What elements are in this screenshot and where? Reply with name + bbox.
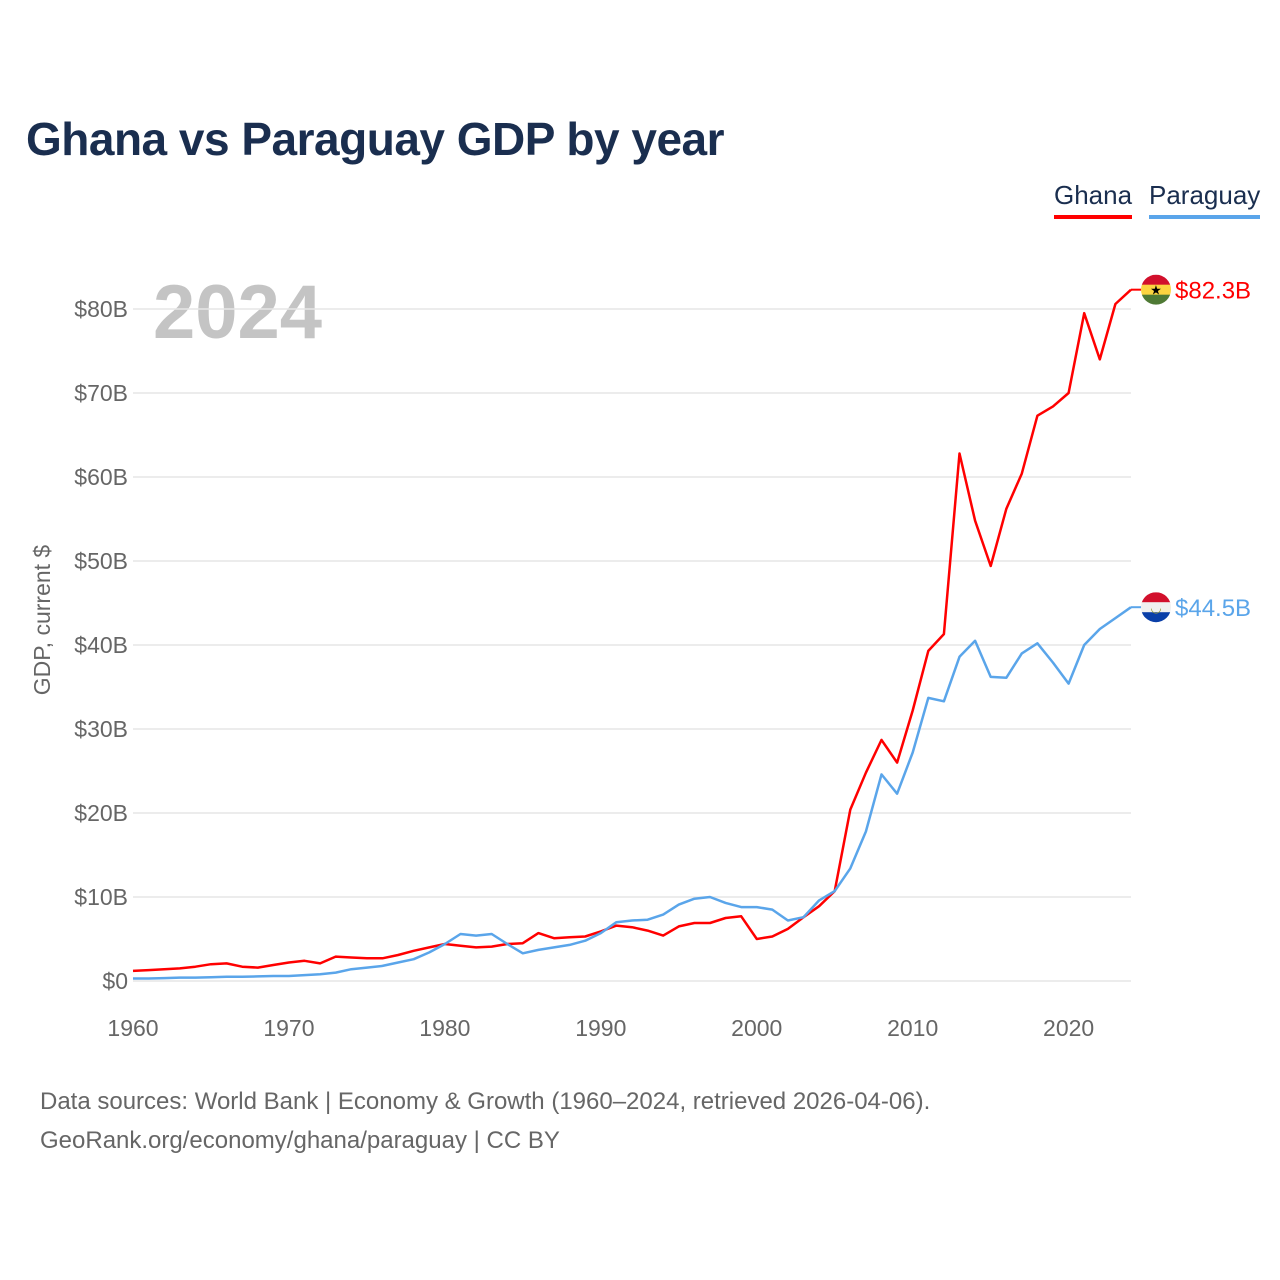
x-tick-label: 2010 <box>887 1015 938 1041</box>
x-tick-label: 1990 <box>575 1015 626 1041</box>
ghana-flag-icon: ★ <box>1141 274 1171 305</box>
year-watermark: 2024 <box>153 270 322 355</box>
legend-ghana[interactable]: Ghana <box>1054 180 1133 219</box>
data-source: Data sources: World Bank | Economy & Gro… <box>40 1088 931 1115</box>
series-line-paraguay <box>133 606 1132 980</box>
paraguay-flag-icon: ◡ <box>1141 592 1171 623</box>
source-link[interactable]: GeoRank.org/economy/ghana/paraguay | CC … <box>40 1127 560 1154</box>
legend-paraguay[interactable]: Paraguay <box>1149 180 1261 219</box>
y-axis-label: GDP, current $ <box>29 545 55 696</box>
y-tick-label: $10B <box>74 884 128 910</box>
y-tick-label: $30B <box>74 716 128 742</box>
y-tick-label: $60B <box>74 464 128 490</box>
y-tick-label: $80B <box>74 296 128 322</box>
chart-title: Ghana vs Paraguay GDP by year <box>26 113 725 165</box>
x-tick-label: 1960 <box>107 1015 158 1041</box>
footer: Data sources: World Bank | Economy & Gro… <box>40 1082 930 1160</box>
series-line-ghana <box>132 288 1132 973</box>
y-tick-label: $70B <box>74 380 128 406</box>
svg-text:◡: ◡ <box>1150 600 1161 615</box>
svg-text:★: ★ <box>1150 283 1162 298</box>
end-value-label-paraguay: $44.5B <box>1175 595 1251 622</box>
y-tick-label: $20B <box>74 800 128 826</box>
y-tick-label: $50B <box>74 548 128 574</box>
end-value-label-ghana: $82.3B <box>1175 278 1251 305</box>
y-tick-label: $0 <box>102 968 128 994</box>
x-tick-label: 1980 <box>419 1015 470 1041</box>
line-chart: 2024 $0 $10B $20B $30B $40B $50B $60B $70B $80B 19… <box>29 270 1251 1041</box>
x-tick-label: 2000 <box>731 1015 782 1041</box>
x-tick-label: 1970 <box>263 1015 314 1041</box>
y-tick-label: $40B <box>74 632 128 658</box>
x-tick-label: 2020 <box>1043 1015 1094 1041</box>
